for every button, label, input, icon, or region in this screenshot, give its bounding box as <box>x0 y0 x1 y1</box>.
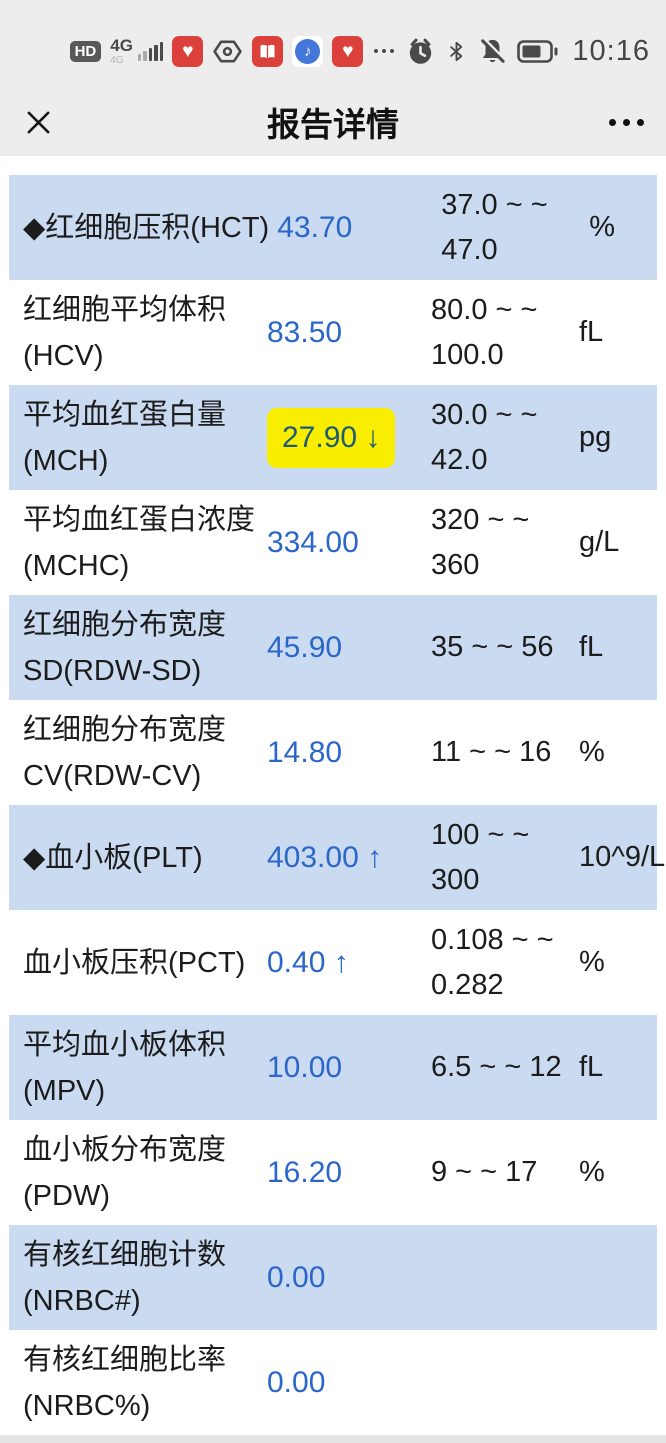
more-menu-button[interactable] <box>609 102 644 142</box>
test-unit: g/L <box>579 526 620 558</box>
page-title: 报告详情 <box>267 106 399 143</box>
music-app-icon: ♪ <box>292 35 324 67</box>
heart-app-icon: ♥ <box>172 35 204 67</box>
test-name: ◆红细胞压积(HCT) <box>23 211 270 244</box>
test-unit: % <box>579 946 605 978</box>
heart-app-icon: ♥ <box>332 35 364 67</box>
test-name: 有核红细胞计数 (NRBC#) <box>23 1238 227 1317</box>
reference-range: 9 ~ ~ 17 <box>431 1156 538 1188</box>
test-value-text: 83.50 <box>267 315 343 349</box>
network-type-label: 4G 4G <box>110 37 133 66</box>
test-name: 血小板分布宽度 (PDW) <box>23 1133 227 1212</box>
test-value: 27.90 ↓ <box>259 407 431 468</box>
test-value: 0.40 ↑ <box>259 946 431 980</box>
test-value: 83.50 <box>259 316 431 350</box>
alarm-clock-icon <box>405 36 436 67</box>
test-value: 0.00 <box>259 1261 431 1295</box>
test-value-text: 14.80 <box>267 735 343 769</box>
close-icon[interactable] <box>18 102 58 142</box>
test-name: 红细胞分布宽度 SD(RDW-SD) <box>23 608 227 687</box>
table-row: 有核红细胞比率 (NRBC%) 0.00 <box>9 1330 657 1435</box>
table-row: 红细胞分布宽度 SD(RDW-SD) 45.90 35 ~ ~ 56 fL <box>9 595 657 700</box>
test-value-text: 45.90 <box>267 630 343 664</box>
bottom-edge <box>0 1435 666 1443</box>
table-row: 平均血红蛋白浓度 (MCHC) 334.00 320 ~ ~ 360 g/L <box>9 490 657 595</box>
test-value: 45.90 <box>259 631 431 665</box>
test-name: 平均血红蛋白量 (MCH) <box>23 398 227 477</box>
test-value: 14.80 <box>259 736 431 770</box>
bluetooth-icon <box>445 37 468 66</box>
table-row: 平均血红蛋白量 (MCH) 27.90 ↓ 30.0 ~ ~ 42.0 pg <box>9 385 657 490</box>
test-value-text: 0.00 <box>267 1260 326 1294</box>
test-value: 43.70 <box>269 211 441 245</box>
test-name: 红细胞平均体积 (HCV) <box>23 293 227 372</box>
network-4g-label: 4G <box>110 35 133 55</box>
test-unit: % <box>579 736 605 768</box>
hexagon-app-icon <box>212 36 243 67</box>
test-unit: 10^9/L <box>579 841 666 873</box>
table-row: 红细胞分布宽度 CV(RDW-CV) 14.80 11 ~ ~ 16 % <box>9 700 657 805</box>
network-4g-sub-label: 4G <box>110 54 124 66</box>
bell-muted-icon <box>477 36 508 67</box>
hd-badge-icon: HD <box>69 40 102 62</box>
table-row: ◆红细胞压积(HCT) 43.70 37.0 ~ ~ 47.0 % <box>9 175 657 280</box>
header-block: HD 4G 4G ♥ ♪ ♥ <box>0 0 666 156</box>
signal-bars-icon <box>137 41 164 61</box>
reference-range: 37.0 ~ ~ 47.0 <box>441 188 548 266</box>
test-name: 血小板压积(PCT) <box>23 946 246 979</box>
test-unit: % <box>579 1156 605 1188</box>
test-value-text: 27.90 ↓ <box>267 407 396 468</box>
reference-range: 80.0 ~ ~ 100.0 <box>431 293 538 371</box>
test-value-text: 43.70 <box>277 210 353 244</box>
test-value: 0.00 <box>259 1366 431 1400</box>
table-row: 平均血小板体积 (MPV) 10.00 6.5 ~ ~ 12 fL <box>9 1015 657 1120</box>
test-name: 有核红细胞比率 (NRBC%) <box>23 1343 227 1422</box>
test-name: ◆血小板(PLT) <box>23 841 203 874</box>
test-value-text: 0.40 ↑ <box>267 945 349 979</box>
test-value: 16.20 <box>259 1156 431 1190</box>
table-row: 血小板分布宽度 (PDW) 16.20 9 ~ ~ 17 % <box>9 1120 657 1225</box>
report-table: ◆红细胞压积(HCT) 43.70 37.0 ~ ~ 47.0 % 红细胞平均体… <box>0 175 666 1435</box>
reference-range: 320 ~ ~ 360 <box>431 503 530 581</box>
test-unit: % <box>589 211 616 243</box>
status-bar: HD 4G 4G ♥ ♪ ♥ <box>0 0 666 88</box>
test-value: 334.00 <box>259 526 431 560</box>
battery-icon <box>517 38 559 65</box>
test-unit: pg <box>579 421 612 453</box>
test-value: 403.00 ↑ <box>259 841 431 875</box>
table-row: ◆血小板(PLT) 403.00 ↑ 100 ~ ~ 300 10^9/L <box>9 805 665 910</box>
test-name: 平均血小板体积 (MPV) <box>23 1028 227 1107</box>
reference-range: 30.0 ~ ~ 42.0 <box>431 398 538 476</box>
reference-range: 0.108 ~ ~ 0.282 <box>431 923 554 1001</box>
test-value-text: 334.00 <box>267 525 359 559</box>
test-name: 平均血红蛋白浓度 (MCHC) <box>23 503 256 582</box>
nav-bar: 报告详情 <box>0 88 666 156</box>
ellipsis-icon <box>374 49 395 53</box>
book-app-icon <box>252 35 284 67</box>
reference-range: 35 ~ ~ 56 <box>431 631 554 663</box>
rows-container: ◆红细胞压积(HCT) 43.70 37.0 ~ ~ 47.0 % 红细胞平均体… <box>9 175 665 1435</box>
test-value-text: 10.00 <box>267 1050 343 1084</box>
reference-range: 11 ~ ~ 16 <box>431 736 552 768</box>
reference-range: 6.5 ~ ~ 12 <box>431 1051 562 1083</box>
test-value-text: 0.00 <box>267 1365 326 1399</box>
test-value: 10.00 <box>259 1051 431 1085</box>
test-value-text: 16.20 <box>267 1155 343 1189</box>
table-row: 血小板压积(PCT) 0.40 ↑ 0.108 ~ ~ 0.282 % <box>9 910 657 1015</box>
test-unit: fL <box>579 1051 604 1083</box>
test-unit: fL <box>579 631 604 663</box>
table-row: 有核红细胞计数 (NRBC#) 0.00 <box>9 1225 657 1330</box>
table-row: 红细胞平均体积 (HCV) 83.50 80.0 ~ ~ 100.0 fL <box>9 280 657 385</box>
test-value-text: 403.00 ↑ <box>267 840 383 874</box>
reference-range: 100 ~ ~ 300 <box>431 818 530 896</box>
test-unit: fL <box>579 316 604 348</box>
test-name: 红细胞分布宽度 CV(RDW-CV) <box>23 713 227 792</box>
clock-time: 10:16 <box>572 34 650 67</box>
